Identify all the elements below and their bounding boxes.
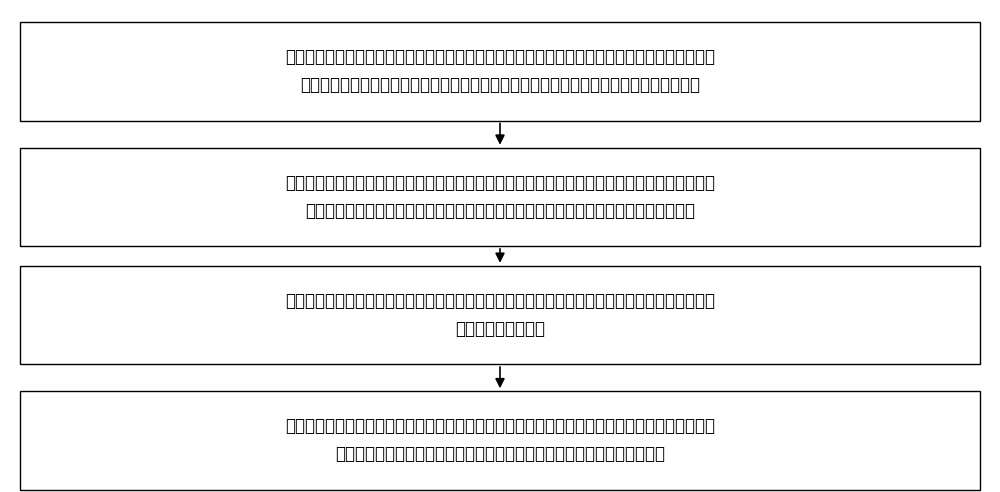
- Text: 设计速度环主预测控制器并嵌入抑制非周期性扰动的速度环扰动观测器，构造另一成本函数并通过
最小化求解获得最优的参考轴电流；设计速度环上额外嵌入的扰动抑制环路及扰动: 设计速度环主预测控制器并嵌入抑制非周期性扰动的速度环扰动观测器，构造另一成本函数…: [285, 174, 715, 220]
- FancyBboxPatch shape: [20, 148, 980, 246]
- FancyBboxPatch shape: [20, 266, 980, 364]
- Text: 利用电流环和速度环的闭环传递函数，根据期望的带宽确定预测控制器的参数，根据期望的观测器
极点确定观测器系数: 利用电流环和速度环的闭环传递函数，根据期望的带宽确定预测控制器的参数，根据期望的…: [285, 292, 715, 338]
- FancyBboxPatch shape: [20, 391, 980, 490]
- Text: 权衡扰动抑制能力与噪声灵敏度确定扰动控制器中比例控制器增益，权衡考虑对特定次谐波的高抑
制能力和对其他频率处信号的低影响力，确定扰动控制器中谐振控制器参数: 权衡扰动抑制能力与噪声灵敏度确定扰动控制器中比例控制器增益，权衡考虑对特定次谐波…: [285, 417, 715, 463]
- Text: 设计电流环主预测控制器并嵌入抑制非周期性扰动的电流环扰动观测器，构造成本函数并通过最小
化求解获得最优的定子给定控制电压；设计电流环上额外嵌入的扰动抑制环路及扰: 设计电流环主预测控制器并嵌入抑制非周期性扰动的电流环扰动观测器，构造成本函数并通…: [285, 48, 715, 94]
- FancyBboxPatch shape: [20, 22, 980, 121]
